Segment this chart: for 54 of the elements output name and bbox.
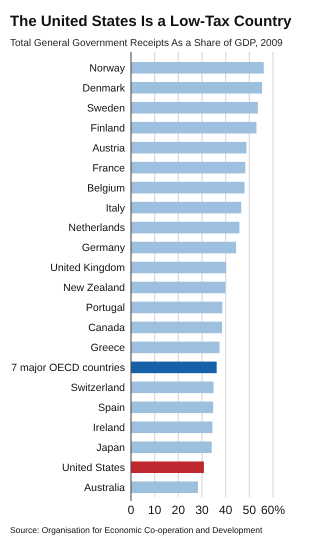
bar (131, 62, 264, 74)
chart-title: The United States Is a Low-Tax Country (10, 13, 292, 30)
y-tick-label: Germany (82, 242, 126, 254)
y-tick-label: Denmark (82, 82, 126, 94)
y-tick-label: Belgium (87, 182, 126, 194)
bar (131, 222, 240, 234)
y-tick-label: United States (62, 462, 125, 474)
y-tick-label: Australia (84, 482, 126, 494)
bar (131, 461, 204, 474)
y-tick-label: France (92, 162, 126, 174)
y-tick-label: 7 major OECD countries (11, 362, 125, 374)
y-tick-label: New Zealand (63, 282, 126, 294)
bar (131, 441, 212, 454)
x-tick-label: 0 (128, 503, 135, 517)
x-tick-label: 10 (148, 503, 162, 517)
y-tick-label: Sweden (87, 102, 126, 114)
y-tick-label: Japan (96, 442, 126, 454)
bar (131, 422, 212, 434)
y-tick-label: Netherlands (68, 222, 125, 234)
y-tick-label: Austria (92, 142, 126, 154)
bar (131, 382, 214, 394)
y-tick-label: Italy (106, 202, 126, 214)
x-tick-label: 30 (195, 503, 209, 517)
y-tick-label: Greece (90, 342, 126, 354)
x-tick-label: 60% (260, 503, 286, 517)
y-tick-label: Switzerland (70, 382, 126, 394)
bar (131, 402, 214, 414)
y-tick-label: United Kingdom (50, 262, 126, 274)
bar (131, 362, 217, 374)
y-tick-label: Ireland (92, 422, 126, 434)
bar (131, 142, 246, 154)
bar (131, 262, 226, 274)
source-note: Source: Organisation for Economic Co-operation and Development (10, 525, 263, 535)
y-tick-label: Portugal (86, 302, 125, 314)
y-tick-label: Finland (90, 122, 126, 134)
bar (131, 242, 236, 254)
x-tick-label: 40 (218, 503, 233, 517)
y-tick-label: Canada (88, 322, 126, 334)
y-tick-label: Norway (89, 62, 126, 74)
bar (131, 102, 258, 114)
bar (131, 182, 245, 194)
bar (131, 162, 246, 174)
bar (131, 282, 226, 294)
bar (131, 481, 198, 494)
x-tick-label: 20 (172, 503, 186, 517)
bar (131, 122, 256, 134)
bar (131, 302, 222, 314)
bar (131, 202, 242, 214)
bar (131, 342, 220, 354)
x-tick-label: 50 (242, 503, 256, 517)
bar (131, 322, 222, 334)
bar (131, 82, 262, 94)
y-tick-label: Spain (98, 402, 126, 414)
chart-subtitle: Total General Government Receipts As a Share of GDP, 2009 (10, 38, 284, 49)
